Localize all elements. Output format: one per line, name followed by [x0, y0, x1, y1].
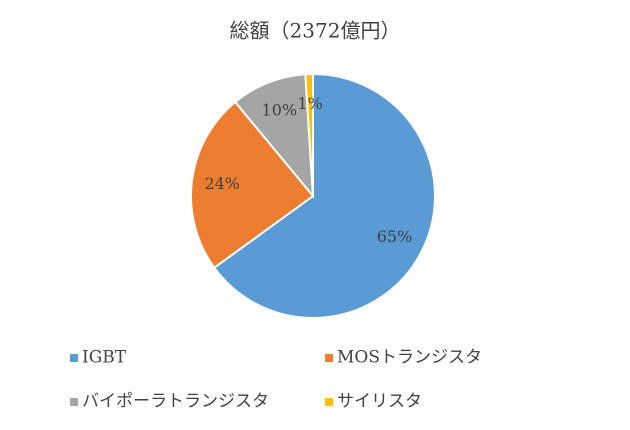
- legend-marker: [325, 398, 333, 406]
- legend-marker: [325, 354, 333, 362]
- legend-label: サイリスタ: [337, 392, 422, 412]
- pie-slice: [233, 73, 315, 200]
- legend-marker: [70, 354, 78, 362]
- legend-label: IGBT: [82, 348, 127, 368]
- legend-label: バイポーラトランジスタ: [82, 392, 269, 412]
- data-label: 24%: [204, 174, 240, 193]
- data-label: 10%: [262, 100, 298, 119]
- legend-label: MOSトランジスタ: [337, 348, 482, 368]
- pie-slice: [190, 100, 315, 270]
- data-label: 65%: [377, 227, 413, 246]
- legend-marker: [70, 398, 78, 406]
- pie-slice: [212, 72, 436, 319]
- chart-title: 総額（2372億円）: [230, 19, 401, 43]
- pie-slice: [304, 72, 314, 197]
- data-label: 1%: [297, 94, 322, 113]
